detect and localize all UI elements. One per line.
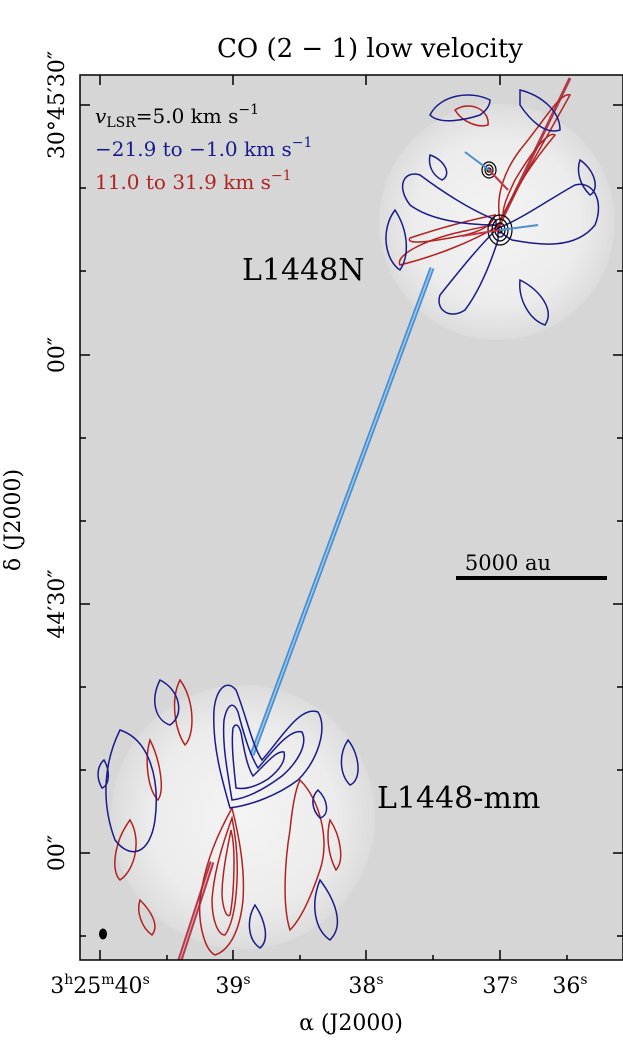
x-tick-4-unit: s [580, 972, 587, 988]
y-tick-label-0: 30°45′30″ [45, 51, 70, 159]
blue-jet-core [251, 267, 433, 756]
y-tick-label-2: 44′30″ [45, 569, 70, 638]
l1448n-red-contours [398, 94, 572, 266]
l1448n-blue-contours [385, 89, 600, 326]
legend-systemic: vLSR=5.0 km s−1 [95, 102, 259, 131]
y-tick-label-3: 00″ [45, 835, 70, 871]
legend-red-text: 11.0 to 31.9 km s [95, 170, 271, 194]
chart-title: CO (2 − 1) low velocity [217, 34, 523, 64]
source-label-l1448n: L1448N [242, 253, 365, 288]
legend-red: 11.0 to 31.9 km s−1 [95, 168, 292, 194]
x-tick-label-1: 39s [215, 972, 250, 999]
x-tick-3-unit: s [510, 972, 517, 988]
x-tick-label-2: 38s [348, 972, 383, 999]
x-tick-0-mid: 25 [73, 974, 101, 999]
legend-blue: −21.9 to −1.0 km s−1 [95, 135, 312, 161]
x-tick-0-m: m [101, 972, 114, 988]
x-tick-0-num: 40 [115, 974, 143, 999]
x-tick-2-unit: s [376, 972, 383, 988]
x-tick-1-num: 39 [215, 974, 243, 999]
y-ticks [80, 104, 623, 937]
x-tick-0-prefix: 3 [50, 974, 64, 999]
y-tick-label-1: 00″ [45, 337, 70, 373]
scalebar-label: 5000 au [465, 551, 551, 575]
map-layer [97, 77, 615, 960]
legend-red-exp: −1 [271, 168, 292, 184]
beam-ellipse [99, 928, 107, 940]
red-jet-core [179, 861, 213, 960]
l1448n-field [379, 104, 615, 340]
x-tick-2-num: 38 [348, 974, 376, 999]
x-tick-label-4: 36s [552, 972, 587, 999]
y-axis-label: δ (J2000) [1, 469, 26, 571]
plot-frame [79, 74, 623, 961]
x-tick-1-unit: s [243, 972, 250, 988]
legend-systemic-v: v [95, 104, 107, 128]
x-ticks [99, 75, 568, 960]
legend-systemic-exp: −1 [238, 102, 259, 118]
l1448n-arrow-blue-b [499, 224, 539, 231]
legend-blue-exp: −1 [292, 135, 313, 151]
x-tick-label-0: 3h25m40s [50, 972, 150, 999]
x-tick-3-num: 37 [482, 974, 510, 999]
l1448n-arrow-red-b [461, 229, 501, 237]
l1448n-arrow-blue-a [464, 151, 490, 171]
legend-blue-text: −21.9 to −1.0 km s [95, 137, 292, 161]
x-tick-0-h: h [64, 972, 73, 988]
l1448mm-red-contours [114, 678, 342, 956]
x-tick-0-unit: s [143, 972, 150, 988]
l1448n-arrow-red-a [488, 169, 509, 191]
x-axis-label: α (J2000) [299, 1011, 403, 1036]
l1448mm-field [111, 685, 375, 949]
l1448mm-blue-contours [97, 678, 359, 949]
legend-systemic-sub: LSR [106, 115, 136, 131]
legend: vLSR=5.0 km s−1 −21.9 to −1.0 km s−1 11.… [95, 102, 312, 194]
x-tick-4-num: 36 [552, 974, 580, 999]
x-tick-label-3: 37s [482, 972, 517, 999]
source-label-l1448mm: L1448-mm [377, 781, 540, 816]
legend-systemic-rest: =5.0 km s [136, 104, 239, 128]
